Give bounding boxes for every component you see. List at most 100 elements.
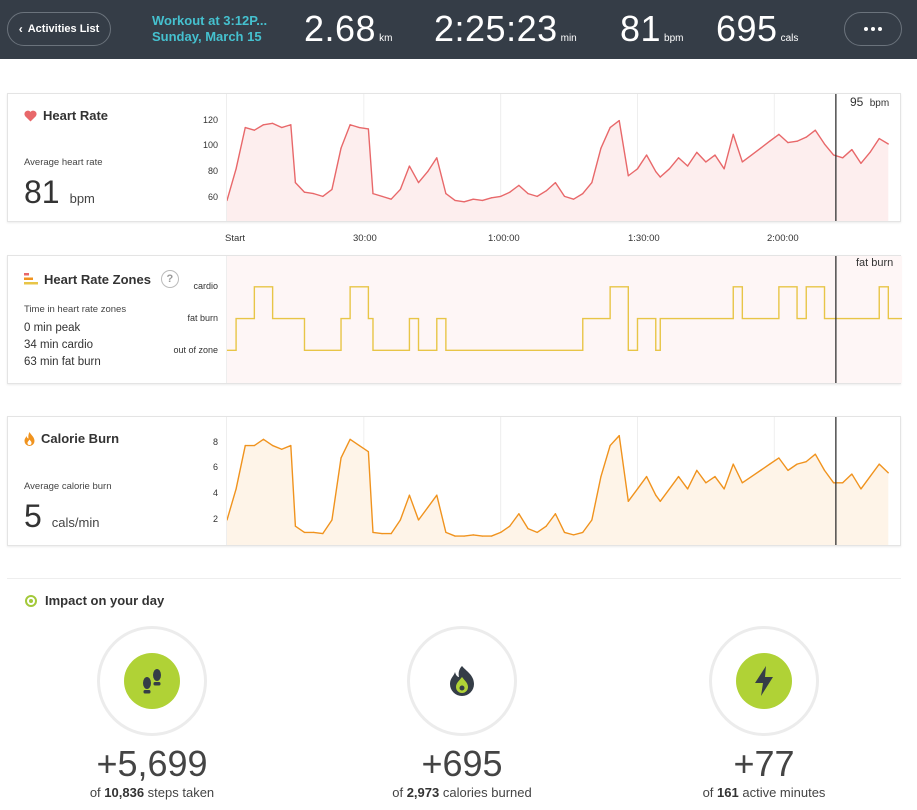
calories-ring [407,626,517,736]
data-point [463,535,465,537]
data-point [427,506,429,509]
data-point [390,198,392,200]
workout-header: ‹ Activities List Workout at 3:12P... Su… [0,0,917,59]
data-point [668,488,670,490]
heart-rate-average: 81 bpm [24,174,95,211]
data-point [463,201,465,203]
data-point [372,193,374,195]
series-area [227,120,889,221]
calorie-plot[interactable] [226,417,902,545]
data-point [778,133,780,135]
zones-bars-icon [24,273,38,285]
workout-title[interactable]: Workout at 3:12P... [152,13,268,28]
data-point [645,154,648,156]
flame-icon [450,666,474,696]
calorie-title: Calorie Burn [24,431,119,446]
data-point [860,162,862,164]
data-point [554,182,556,184]
data-point [372,531,374,533]
data-point [518,184,520,186]
data-point [290,124,292,126]
hr-ytick: 60 [207,192,218,202]
zone-level-label: cardio [193,281,218,291]
steps-caption-pre: of [89,785,105,800]
data-point [769,463,771,465]
data-point [714,154,716,156]
data-point [851,473,853,475]
data-point [367,128,369,130]
data-point [723,168,725,170]
calories-delta: +695 [421,743,503,784]
data-point [869,475,871,478]
heart-rate-cursor-value: 95 [850,95,864,109]
active-minutes-total: 161 [717,785,739,800]
zones-chart [227,256,902,383]
data-point [600,475,602,478]
data-point [659,176,661,178]
data-point [750,154,753,156]
data-point [408,165,411,167]
calorie-average-value: 5 [24,498,42,534]
chevron-left-icon: ‹ [18,22,23,36]
hr-ytick: 80 [207,166,218,176]
data-point [869,151,871,153]
data-point [272,122,274,124]
data-point [445,531,447,533]
heart-rate-title-text: Heart Rate [43,108,109,123]
zones-step-line [227,286,902,351]
target-icon [25,594,37,607]
data-point [481,199,484,202]
data-point [659,500,661,502]
data-point [696,151,698,153]
data-point [796,140,798,142]
data-point [527,193,529,195]
data-point [294,182,297,184]
data-point [490,197,493,199]
stat-calories-value: 695 [716,8,778,49]
data-point [290,444,292,447]
workout-title-block: Workout at 3:12P... Sunday, March 15 [152,13,267,45]
data-point [445,193,447,195]
data-point [627,500,629,502]
data-point [778,457,780,459]
data-point [381,532,383,535]
data-point [313,531,315,533]
cal-ytick: 2 [212,514,218,524]
data-point [536,195,538,197]
data-point [787,469,789,471]
zone-peak-minutes: 0 min peak [24,322,81,334]
data-point [227,519,228,521]
data-point [814,453,816,455]
zones-minutes-list: 0 min peak 34 min cardio 63 min fat burn [24,320,101,371]
calories-caption-post: calories burned [439,785,532,800]
data-point [527,528,529,530]
data-point [668,168,670,170]
data-point [436,494,438,496]
data-point [340,147,342,149]
cal-ytick: 4 [212,488,218,498]
data-point [741,482,743,484]
data-point [253,444,255,447]
more-dot-icon [871,27,875,31]
data-point [427,170,429,173]
more-options-button[interactable] [844,12,902,46]
zone-level-label: out of zone [173,345,218,355]
data-point [760,147,762,149]
zones-plot[interactable] [226,256,902,383]
activities-list-button[interactable]: ‹ Activities List [7,12,111,46]
heart-rate-plot[interactable] [226,94,902,221]
help-icon[interactable]: ? [160,270,179,288]
calorie-title-text: Calorie Burn [41,431,120,446]
zones-background [227,256,902,383]
data-point [655,170,657,173]
data-point [490,535,493,537]
data-point [244,444,246,447]
data-point [349,438,351,440]
data-point [322,532,324,535]
data-point [454,535,456,537]
impact-active-minutes: +77 of 161 active minutes [634,626,894,800]
heart-rate-cursor-unit: bpm [869,98,890,109]
data-point [313,193,315,195]
heart-rate-card: Heart Rate Average heart rate 81 bpm 120… [7,93,901,222]
data-point [687,165,689,167]
